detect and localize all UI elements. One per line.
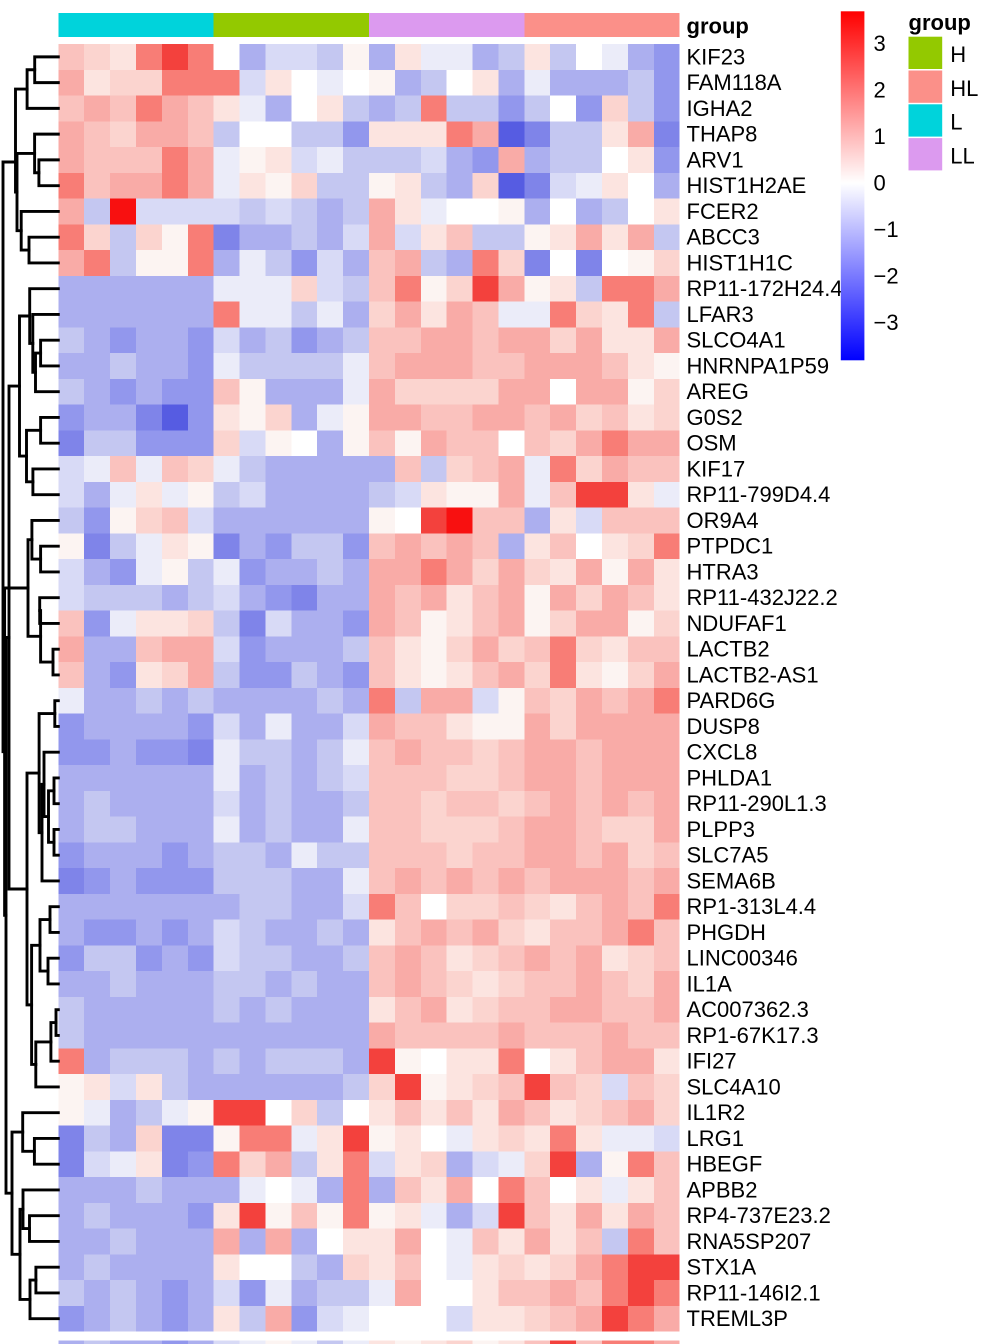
svg-text:AC007362.3: AC007362.3 bbox=[687, 997, 809, 1022]
svg-text:IL1A: IL1A bbox=[687, 971, 733, 996]
svg-text:SLC4A10: SLC4A10 bbox=[687, 1074, 781, 1099]
svg-text:RP4-737E23.2: RP4-737E23.2 bbox=[687, 1203, 831, 1228]
svg-text:OSM: OSM bbox=[687, 431, 737, 456]
svg-text:−1: −1 bbox=[874, 217, 899, 242]
svg-text:LACTB2: LACTB2 bbox=[687, 637, 770, 662]
svg-text:PARD6G: PARD6G bbox=[687, 688, 776, 713]
svg-text:LL: LL bbox=[950, 143, 974, 168]
svg-text:group: group bbox=[909, 10, 971, 35]
svg-text:RP11-172H24.4: RP11-172H24.4 bbox=[687, 276, 843, 301]
svg-text:PTPDC1: PTPDC1 bbox=[687, 534, 774, 559]
svg-text:−3: −3 bbox=[874, 310, 899, 335]
svg-text:LRG1: LRG1 bbox=[687, 1126, 744, 1151]
svg-text:SLC7A5: SLC7A5 bbox=[687, 843, 769, 868]
svg-text:ABCC3: ABCC3 bbox=[687, 225, 760, 250]
svg-text:HL: HL bbox=[950, 76, 978, 101]
svg-text:L: L bbox=[950, 110, 962, 135]
svg-text:PHGDH: PHGDH bbox=[687, 920, 766, 945]
svg-text:3: 3 bbox=[874, 31, 886, 56]
svg-text:group: group bbox=[687, 14, 749, 39]
svg-text:SLCO4A1: SLCO4A1 bbox=[687, 328, 786, 353]
svg-text:SEMA6B: SEMA6B bbox=[687, 868, 776, 893]
svg-text:FAM118A: FAM118A bbox=[687, 70, 782, 95]
svg-text:HIST1H1C: HIST1H1C bbox=[687, 250, 793, 275]
svg-text:PLPP3: PLPP3 bbox=[687, 817, 756, 842]
svg-text:CXCL8: CXCL8 bbox=[687, 740, 758, 765]
svg-text:KIF17: KIF17 bbox=[687, 456, 746, 481]
svg-text:RNA5SP207: RNA5SP207 bbox=[687, 1229, 812, 1254]
svg-text:STX1A: STX1A bbox=[687, 1255, 757, 1280]
svg-text:LINC00346: LINC00346 bbox=[687, 946, 798, 971]
svg-text:0: 0 bbox=[874, 170, 886, 195]
svg-text:TREML3P: TREML3P bbox=[687, 1306, 788, 1331]
svg-text:PHLDA1: PHLDA1 bbox=[687, 765, 773, 790]
svg-text:H: H bbox=[950, 42, 966, 67]
svg-text:LACTB2-AS1: LACTB2-AS1 bbox=[687, 662, 819, 687]
svg-text:G0S2: G0S2 bbox=[687, 405, 743, 430]
svg-text:HNRNPA1P59: HNRNPA1P59 bbox=[687, 353, 830, 378]
svg-text:2: 2 bbox=[874, 77, 886, 102]
svg-text:APBB2: APBB2 bbox=[687, 1177, 758, 1202]
svg-text:AREG: AREG bbox=[687, 379, 749, 404]
svg-text:KIF23: KIF23 bbox=[687, 44, 746, 69]
svg-text:RP11-799D4.4: RP11-799D4.4 bbox=[687, 482, 831, 507]
svg-text:IFI27: IFI27 bbox=[687, 1049, 737, 1074]
svg-text:HIST1H2AE: HIST1H2AE bbox=[687, 173, 807, 198]
svg-text:RP1-67K17.3: RP1-67K17.3 bbox=[687, 1023, 819, 1048]
svg-text:DUSP8: DUSP8 bbox=[687, 714, 760, 739]
svg-text:RP11-146I2.1: RP11-146I2.1 bbox=[687, 1280, 821, 1305]
svg-text:IL1R2: IL1R2 bbox=[687, 1100, 746, 1125]
svg-text:NDUFAF1: NDUFAF1 bbox=[687, 611, 787, 636]
svg-text:ARV1: ARV1 bbox=[687, 147, 744, 172]
svg-text:FCER2: FCER2 bbox=[687, 199, 759, 224]
svg-text:HTRA3: HTRA3 bbox=[687, 559, 759, 584]
svg-text:OR9A4: OR9A4 bbox=[687, 508, 759, 533]
svg-text:RP1-313L4.4: RP1-313L4.4 bbox=[687, 894, 817, 919]
svg-text:−2: −2 bbox=[874, 263, 899, 288]
svg-text:RP11-432J22.2: RP11-432J22.2 bbox=[687, 585, 838, 610]
svg-text:IGHA2: IGHA2 bbox=[687, 96, 753, 121]
svg-text:LFAR3: LFAR3 bbox=[687, 302, 754, 327]
svg-text:THAP8: THAP8 bbox=[687, 122, 758, 147]
svg-text:HBEGF: HBEGF bbox=[687, 1152, 763, 1177]
svg-text:RP11-290L1.3: RP11-290L1.3 bbox=[687, 791, 827, 816]
svg-text:1: 1 bbox=[874, 124, 886, 149]
